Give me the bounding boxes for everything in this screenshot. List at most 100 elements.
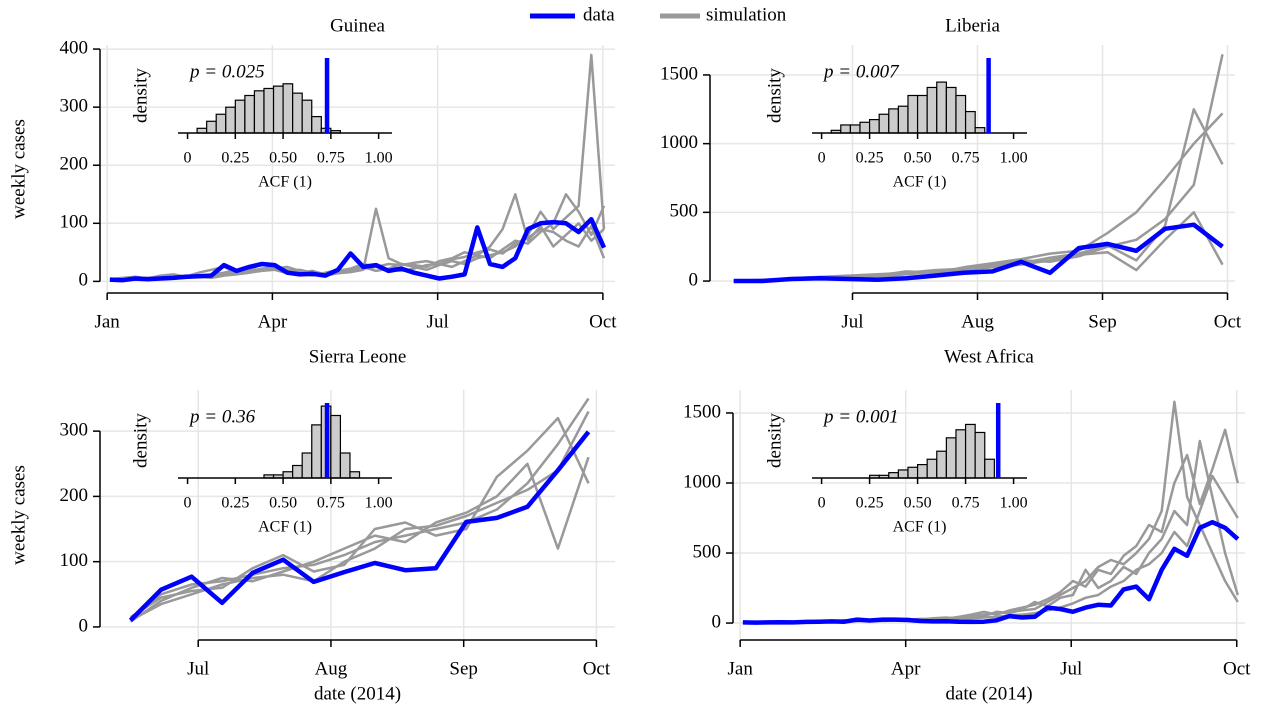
inset-x-tick-label: 0.50 xyxy=(904,495,932,512)
hist-bar xyxy=(225,106,236,134)
y-axis-label: weekly cases xyxy=(8,119,29,219)
data-line xyxy=(128,430,591,622)
hist-bar xyxy=(349,471,361,479)
hist-bar xyxy=(206,120,217,134)
data-line xyxy=(109,216,607,283)
x-tick-label: Jul xyxy=(1060,658,1082,679)
panel: Sierra Leone weekly cases date (2014) 0 100 2… xyxy=(8,346,615,704)
y-tick-label: 1000 xyxy=(683,471,721,492)
y-tick-label: 200 xyxy=(60,485,89,506)
hist-bar xyxy=(974,127,986,134)
hist-bar xyxy=(926,86,938,134)
hist-bar xyxy=(964,423,976,479)
hist-bar xyxy=(263,87,275,134)
hist-bar xyxy=(955,429,967,479)
x-tick-label: Oct xyxy=(589,311,617,332)
legend: data simulation xyxy=(530,4,787,25)
inset-x-tick-label: 1.00 xyxy=(365,150,393,167)
y-tick-label: 100 xyxy=(60,212,89,233)
inset-y-label: density xyxy=(764,413,785,468)
hist-bar xyxy=(311,424,322,479)
p-value: p = 0.001 xyxy=(822,406,899,427)
inset-x-tick-label: 0 xyxy=(184,495,192,512)
inset: 0 0.25 0.50 0.75 1.00 ACF (1) density p = 0.025 xyxy=(130,58,393,191)
y-tick-label: 0 xyxy=(79,615,89,636)
x-tick-label: Aug xyxy=(315,658,348,679)
x-tick-label: Oct xyxy=(583,658,611,679)
y-tick-label: 0 xyxy=(79,270,89,291)
simulation-line xyxy=(742,400,1239,625)
hist-bar xyxy=(253,90,265,134)
panel: Guinea weekly cases 0 100 200 300 400 Jan Apr Jul… xyxy=(8,15,617,332)
y-tick-label: 500 xyxy=(670,201,699,222)
inset: 0 0.25 0.50 0.75 1.00 ACF (1) density p = 0.36 xyxy=(130,403,393,536)
x-axis-label: date (2014) xyxy=(945,683,1032,704)
y-tick-label: 100 xyxy=(60,550,89,571)
y-tick-label: 0 xyxy=(689,269,699,290)
inset: 0 0.25 0.50 0.75 1.00 ACF (1) density p = 0.007 xyxy=(764,58,1028,191)
panel-title: Sierra Leone xyxy=(309,346,407,367)
hist-bar xyxy=(272,85,284,134)
legend-label: simulation xyxy=(706,4,787,25)
hist-bar xyxy=(926,458,938,479)
inset-x-tick-label: 0 xyxy=(818,150,826,167)
x-tick-label: Jul xyxy=(841,311,863,332)
panel-title: Liberia xyxy=(945,15,1000,36)
inset-x-label: ACF (1) xyxy=(893,519,947,536)
x-tick-label: Aug xyxy=(961,311,994,332)
x-tick-label: Sep xyxy=(1088,311,1117,332)
hist-bar xyxy=(282,471,294,479)
inset-x-tick-label: 0.25 xyxy=(856,150,884,167)
hist-bar xyxy=(282,83,294,134)
hist-bar xyxy=(339,452,351,479)
y-tick-label: 200 xyxy=(60,154,89,175)
y-tick-label: 500 xyxy=(693,541,722,562)
panel-title: Guinea xyxy=(330,15,385,36)
hist-bar xyxy=(878,113,890,134)
y-tick-label: 1500 xyxy=(660,63,698,84)
panel: Liberia 0 500 1000 1500 Jul Aug Sep Oct xyxy=(660,15,1242,332)
y-tick-label: 1000 xyxy=(660,132,698,153)
hist-bar xyxy=(984,458,995,479)
inset-x-label: ACF (1) xyxy=(258,174,312,191)
hist-bar xyxy=(849,124,861,134)
inset: 0 0.25 0.50 0.75 1.00 ACF (1) density p = 0.001 xyxy=(764,403,1028,536)
x-tick-label: Jan xyxy=(728,658,754,679)
y-tick-label: 300 xyxy=(60,96,89,117)
x-tick-label: Apr xyxy=(258,311,288,332)
hist-bar xyxy=(244,94,256,134)
inset-x-tick-label: 0.75 xyxy=(317,150,345,167)
hist-bar xyxy=(936,450,947,479)
inset-x-tick-label: 0.50 xyxy=(904,150,932,167)
y-tick-label: 300 xyxy=(60,419,89,440)
simulation-line xyxy=(109,224,606,283)
x-tick-label: Oct xyxy=(1223,658,1251,679)
hist-bar xyxy=(974,431,986,479)
hist-bar xyxy=(868,119,880,134)
x-axis-label: date (2014) xyxy=(314,683,401,704)
hist-bar xyxy=(859,121,871,134)
inset-x-tick-label: 0.75 xyxy=(317,495,345,512)
inset-x-tick-label: 0.50 xyxy=(269,150,297,167)
hist-bar xyxy=(916,464,928,479)
inset-x-tick-label: 0 xyxy=(818,495,826,512)
inset-x-tick-label: 0 xyxy=(184,150,192,167)
hist-bar xyxy=(936,81,947,134)
x-tick-label: Apr xyxy=(891,658,921,679)
inset-x-tick-label: 0.25 xyxy=(221,150,249,167)
x-tick-label: Jan xyxy=(94,311,120,332)
y-tick-label: 0 xyxy=(712,611,722,632)
inset-x-tick-label: 0.75 xyxy=(952,150,980,167)
hist-bar xyxy=(964,110,976,134)
y-tick-label: 400 xyxy=(60,37,89,58)
x-tick-label: Jul xyxy=(427,311,449,332)
hist-bar xyxy=(897,105,909,134)
p-value: p = 0.025 xyxy=(188,61,265,82)
data-line xyxy=(733,222,1224,284)
inset-x-tick-label: 1.00 xyxy=(365,495,393,512)
x-tick-label: Sep xyxy=(449,658,478,679)
inset-y-label: density xyxy=(130,413,151,468)
hist-bar xyxy=(292,464,303,479)
hist-bar xyxy=(916,94,928,134)
